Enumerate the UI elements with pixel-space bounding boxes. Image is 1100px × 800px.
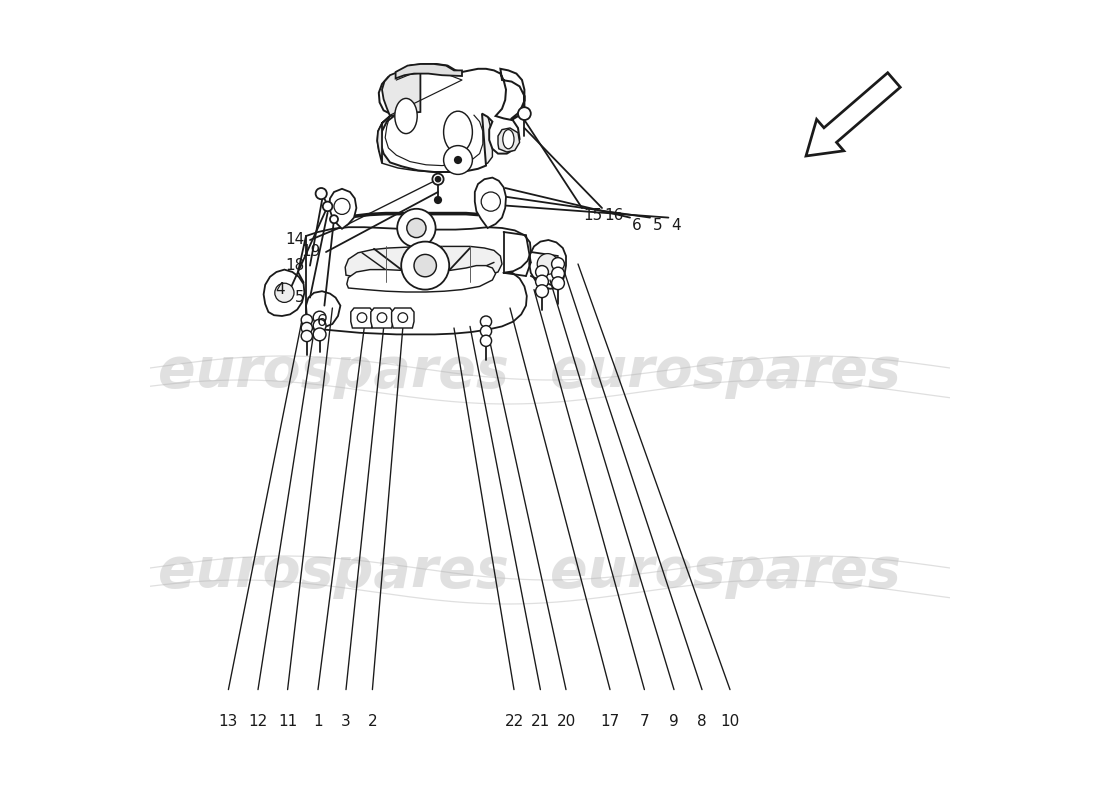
Circle shape: [436, 177, 440, 182]
Ellipse shape: [395, 98, 417, 134]
Text: eurospares: eurospares: [158, 345, 509, 399]
Polygon shape: [329, 189, 356, 229]
Text: 5: 5: [295, 290, 305, 305]
Circle shape: [536, 275, 549, 288]
Circle shape: [536, 285, 549, 298]
Text: 17: 17: [601, 714, 619, 729]
Circle shape: [358, 313, 366, 322]
Text: 9: 9: [669, 714, 679, 729]
Circle shape: [314, 311, 326, 324]
Circle shape: [330, 215, 338, 223]
Text: 7: 7: [639, 714, 649, 729]
Polygon shape: [345, 246, 502, 284]
Circle shape: [407, 218, 426, 238]
Text: 19: 19: [301, 245, 320, 259]
Polygon shape: [377, 110, 493, 172]
Circle shape: [454, 157, 461, 163]
Ellipse shape: [503, 130, 514, 149]
Circle shape: [551, 277, 564, 290]
Text: 20: 20: [557, 714, 575, 729]
Circle shape: [414, 254, 437, 277]
Circle shape: [536, 266, 549, 278]
Text: 13: 13: [219, 714, 238, 729]
Polygon shape: [392, 308, 414, 328]
Text: 12: 12: [249, 714, 267, 729]
Text: 18: 18: [285, 258, 305, 273]
Circle shape: [518, 107, 531, 120]
Text: 3: 3: [341, 714, 351, 729]
Polygon shape: [351, 308, 373, 328]
Polygon shape: [377, 70, 420, 163]
Text: 22: 22: [505, 714, 524, 729]
Circle shape: [275, 283, 294, 302]
Circle shape: [397, 209, 436, 247]
Text: 15: 15: [584, 209, 603, 223]
Text: 11: 11: [278, 714, 297, 729]
Circle shape: [551, 258, 564, 270]
Circle shape: [434, 197, 441, 203]
Text: 6: 6: [317, 314, 327, 329]
Text: eurospares: eurospares: [158, 545, 509, 599]
Polygon shape: [306, 291, 340, 328]
Circle shape: [301, 330, 312, 342]
Text: 1: 1: [314, 714, 322, 729]
Circle shape: [322, 202, 332, 211]
Polygon shape: [529, 240, 566, 289]
Circle shape: [314, 319, 326, 332]
Text: 21: 21: [531, 714, 550, 729]
Polygon shape: [371, 308, 393, 328]
Circle shape: [481, 335, 492, 346]
Circle shape: [316, 188, 327, 199]
Ellipse shape: [443, 111, 472, 153]
Text: 16: 16: [604, 209, 624, 223]
Circle shape: [432, 174, 443, 185]
Polygon shape: [498, 128, 519, 152]
Polygon shape: [264, 270, 305, 316]
Text: 10: 10: [720, 714, 739, 729]
Polygon shape: [475, 178, 506, 228]
Text: eurospares: eurospares: [550, 545, 901, 599]
Circle shape: [377, 313, 387, 322]
Text: eurospares: eurospares: [550, 345, 901, 399]
Circle shape: [301, 314, 312, 326]
Circle shape: [481, 316, 492, 327]
Circle shape: [301, 322, 312, 334]
Circle shape: [443, 146, 472, 174]
Text: 2: 2: [367, 714, 377, 729]
Polygon shape: [378, 64, 525, 172]
Polygon shape: [346, 266, 496, 292]
Circle shape: [398, 313, 408, 322]
Circle shape: [551, 267, 564, 280]
Circle shape: [334, 198, 350, 214]
Circle shape: [402, 242, 449, 290]
Text: 14: 14: [285, 233, 305, 247]
Text: 5: 5: [652, 218, 662, 233]
Text: 8: 8: [697, 714, 707, 729]
Polygon shape: [396, 64, 462, 78]
Circle shape: [537, 254, 558, 274]
Circle shape: [481, 192, 500, 211]
Text: 6: 6: [631, 218, 641, 233]
FancyArrow shape: [806, 73, 900, 156]
Text: 4: 4: [672, 218, 681, 233]
Circle shape: [481, 326, 492, 337]
Circle shape: [314, 328, 326, 341]
Text: 4: 4: [275, 282, 285, 297]
